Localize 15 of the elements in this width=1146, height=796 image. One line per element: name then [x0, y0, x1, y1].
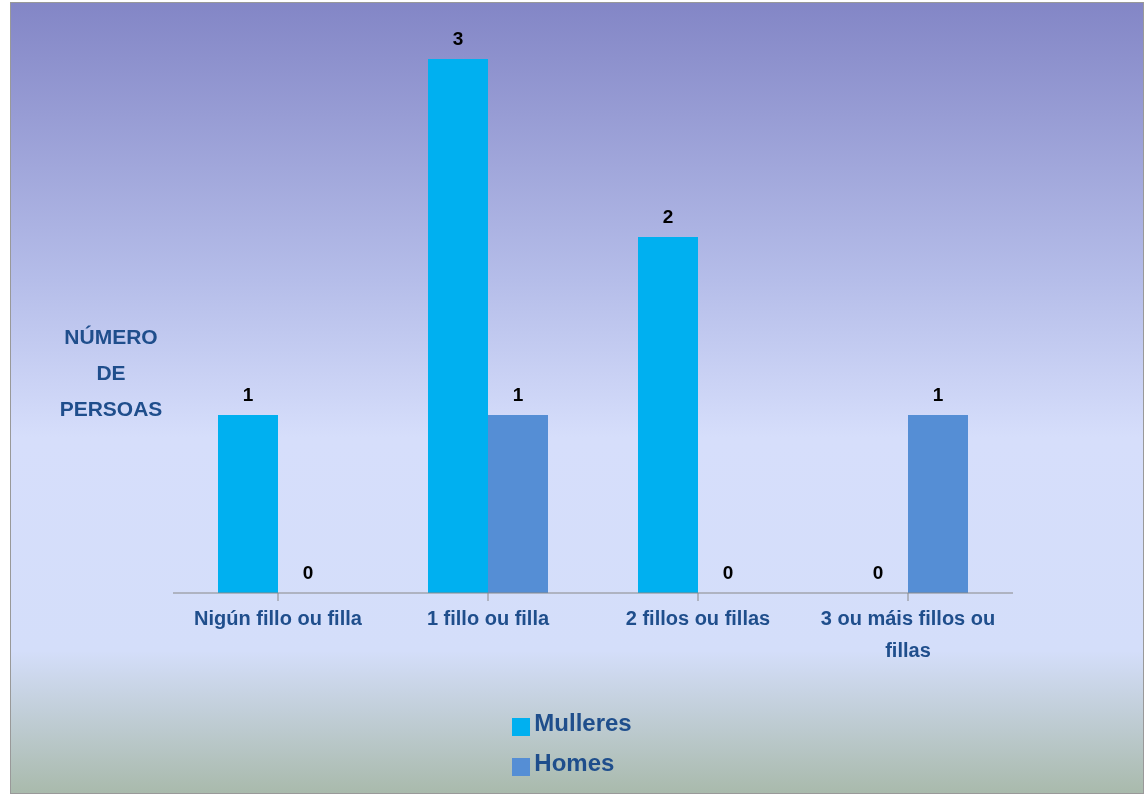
- data-label: 3: [452, 28, 464, 49]
- x-tick-label: 3 ou máis fillos ou fillas: [820, 607, 996, 661]
- x-tick-label: Nigún fillo ou filla: [194, 607, 363, 629]
- x-tick-label: 2 fillos ou fillas: [625, 607, 771, 629]
- data-label: 1: [932, 384, 944, 405]
- legend-label: Mulleres: [534, 709, 632, 736]
- x-tick-label: 1 fillo ou filla: [426, 607, 550, 629]
- data-label: 1: [512, 384, 524, 405]
- data-label: 0: [872, 562, 884, 583]
- y-axis-title: NÚMERO DE PERSOAS: [58, 324, 164, 422]
- data-label: 1: [242, 384, 254, 405]
- data-label: 0: [302, 562, 314, 583]
- data-label: 2: [662, 206, 674, 227]
- legend-label: Homes: [534, 749, 615, 776]
- data-label: 0: [722, 562, 734, 583]
